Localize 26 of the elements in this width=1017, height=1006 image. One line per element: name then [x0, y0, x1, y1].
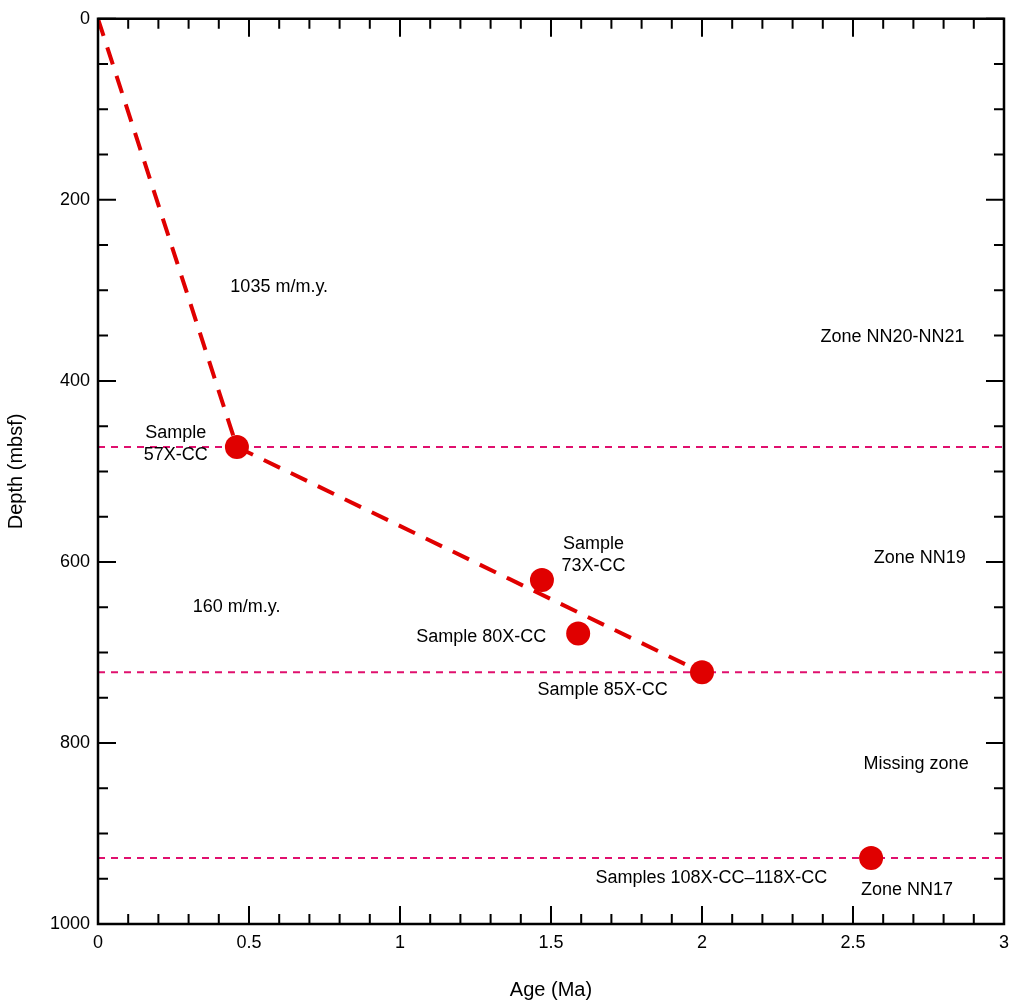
annotation: 160 m/m.y. — [192, 596, 281, 617]
x-tick-label: 1.5 — [538, 931, 564, 952]
x-tick-label: 3 — [998, 931, 1009, 952]
x-axis-title: Age (Ma) — [509, 977, 593, 1000]
y-tick-label: 600 — [59, 550, 90, 571]
y-tick-label: 0 — [79, 7, 90, 28]
annotation: Zone NN20-NN21 — [820, 326, 965, 347]
annotation: Missing zone — [863, 752, 969, 773]
y-axis-title: Depth (mbsf) — [3, 413, 26, 530]
annotation: Sample 57X-CC — [143, 422, 208, 465]
annotation: Samples 108X-CC–118X-CC — [595, 866, 828, 887]
x-tick-label: 2.5 — [840, 931, 866, 952]
x-tick-label: 1 — [394, 931, 406, 952]
y-tick-label: 400 — [59, 369, 90, 390]
x-tick-label: 0 — [92, 931, 104, 952]
y-tick-label: 200 — [59, 188, 90, 209]
y-tick-label: 1000 — [49, 912, 90, 933]
x-tick-label: 0.5 — [236, 931, 262, 952]
annotation: 1035 m/m.y. — [230, 275, 329, 296]
annotation: Sample 80X-CC — [416, 626, 547, 647]
annotation: Sample 85X-CC — [537, 678, 668, 699]
annotation: Zone NN17 — [861, 879, 954, 900]
annotation: Zone NN19 — [873, 547, 966, 568]
y-tick-label: 800 — [59, 731, 90, 752]
x-tick-label: 2 — [696, 931, 707, 952]
annotation: Sample 73X-CC — [561, 532, 626, 575]
